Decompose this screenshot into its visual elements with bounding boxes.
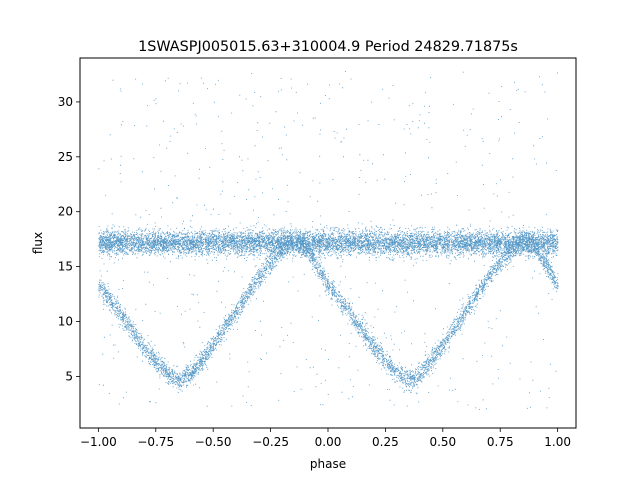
y-tick-label: 25 bbox=[58, 150, 73, 164]
x-tick-label: 0.25 bbox=[372, 435, 399, 449]
data-points bbox=[98, 71, 559, 410]
y-tick-label: 5 bbox=[65, 369, 73, 383]
x-tick-label: −0.25 bbox=[252, 435, 289, 449]
x-tick-label: −0.50 bbox=[195, 435, 232, 449]
y-tick-label: 10 bbox=[58, 315, 73, 329]
x-tick-label: 0.75 bbox=[487, 435, 514, 449]
chart-title: 1SWASPJ005015.63+310004.9 Period 24829.7… bbox=[138, 39, 518, 55]
y-axis-ticks: 5 10 15 20 25 30 bbox=[58, 95, 80, 383]
x-tick-label: 0.50 bbox=[429, 435, 456, 449]
x-axis-label: phase bbox=[310, 457, 346, 471]
x-tick-label: −1.00 bbox=[80, 435, 117, 449]
x-tick-label: −0.75 bbox=[137, 435, 174, 449]
x-tick-label: 0.00 bbox=[315, 435, 342, 449]
y-axis-label: flux bbox=[31, 232, 45, 254]
x-tick-label: 1.00 bbox=[544, 435, 571, 449]
y-tick-label: 20 bbox=[58, 205, 73, 219]
scatter-points bbox=[98, 71, 559, 410]
y-tick-label: 15 bbox=[58, 260, 73, 274]
y-tick-label: 30 bbox=[58, 95, 73, 109]
x-axis-ticks: −1.00 −0.75 −0.50 −0.25 0.00 0.25 0.50 0.75 1.00 bbox=[80, 428, 571, 449]
